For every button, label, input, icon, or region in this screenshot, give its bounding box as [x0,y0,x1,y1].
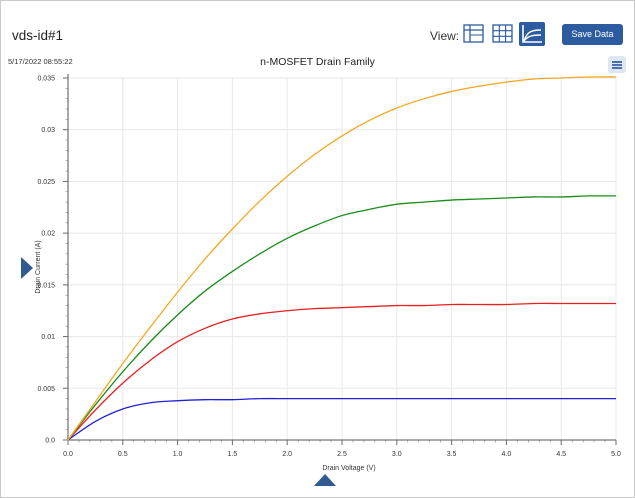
hamburger-icon [612,61,622,63]
x-tick-label: 0.0 [63,451,73,458]
y-tick-label: 0.0 [45,438,55,445]
series-line-3 [67,195,617,441]
chart-menu-button[interactable] [608,56,626,73]
x-tick-label: 3.5 [447,451,457,458]
x-tick-label: 5.0 [611,451,621,458]
expand-up-arrow-icon[interactable] [314,474,336,486]
x-axis-label: Drain Voltage (V) [322,465,375,472]
x-tick-label: 2.5 [337,451,347,458]
x-tick-label: 0.5 [118,451,128,458]
view-label: View: [430,29,460,43]
save-data-button[interactable]: Save Data [562,24,623,45]
chart-title: n-MOSFET Drain Family [260,56,375,68]
x-tick-label: 3.0 [392,451,402,458]
grid-table-icon [492,24,513,43]
expand-left-arrow-icon[interactable] [21,257,33,279]
x-tick-label: 2.0 [282,451,292,458]
timestamp: 5/17/2022 08:55:22 [8,57,73,66]
y-axis-label: Drain Current (A) [35,240,42,293]
y-tick-label: 0.02 [41,231,55,238]
y-tick-label: 0.005 [37,386,55,393]
series-line-2 [67,302,616,441]
page-title: vds-id#1 [12,28,64,43]
view-line-chart-button[interactable] [519,22,545,46]
x-tick-label: 4.5 [556,451,566,458]
y-tick-label: 0.035 [37,76,55,83]
view-grid-table-button[interactable] [490,22,516,46]
y-tick-label: 0.015 [37,282,55,289]
series-line-4 [67,76,617,441]
y-tick-label: 0.03 [41,127,55,134]
x-tick-label: 1.0 [173,451,183,458]
y-tick-label: 0.025 [37,179,55,186]
x-tick-label: 4.0 [502,451,512,458]
x-tick-label: 1.5 [228,451,238,458]
table-list-icon [463,24,484,43]
line-chart-icon [522,25,542,43]
view-table-list-button[interactable] [461,22,487,46]
series-line-1 [67,397,616,441]
y-tick-label: 0.01 [41,334,55,341]
